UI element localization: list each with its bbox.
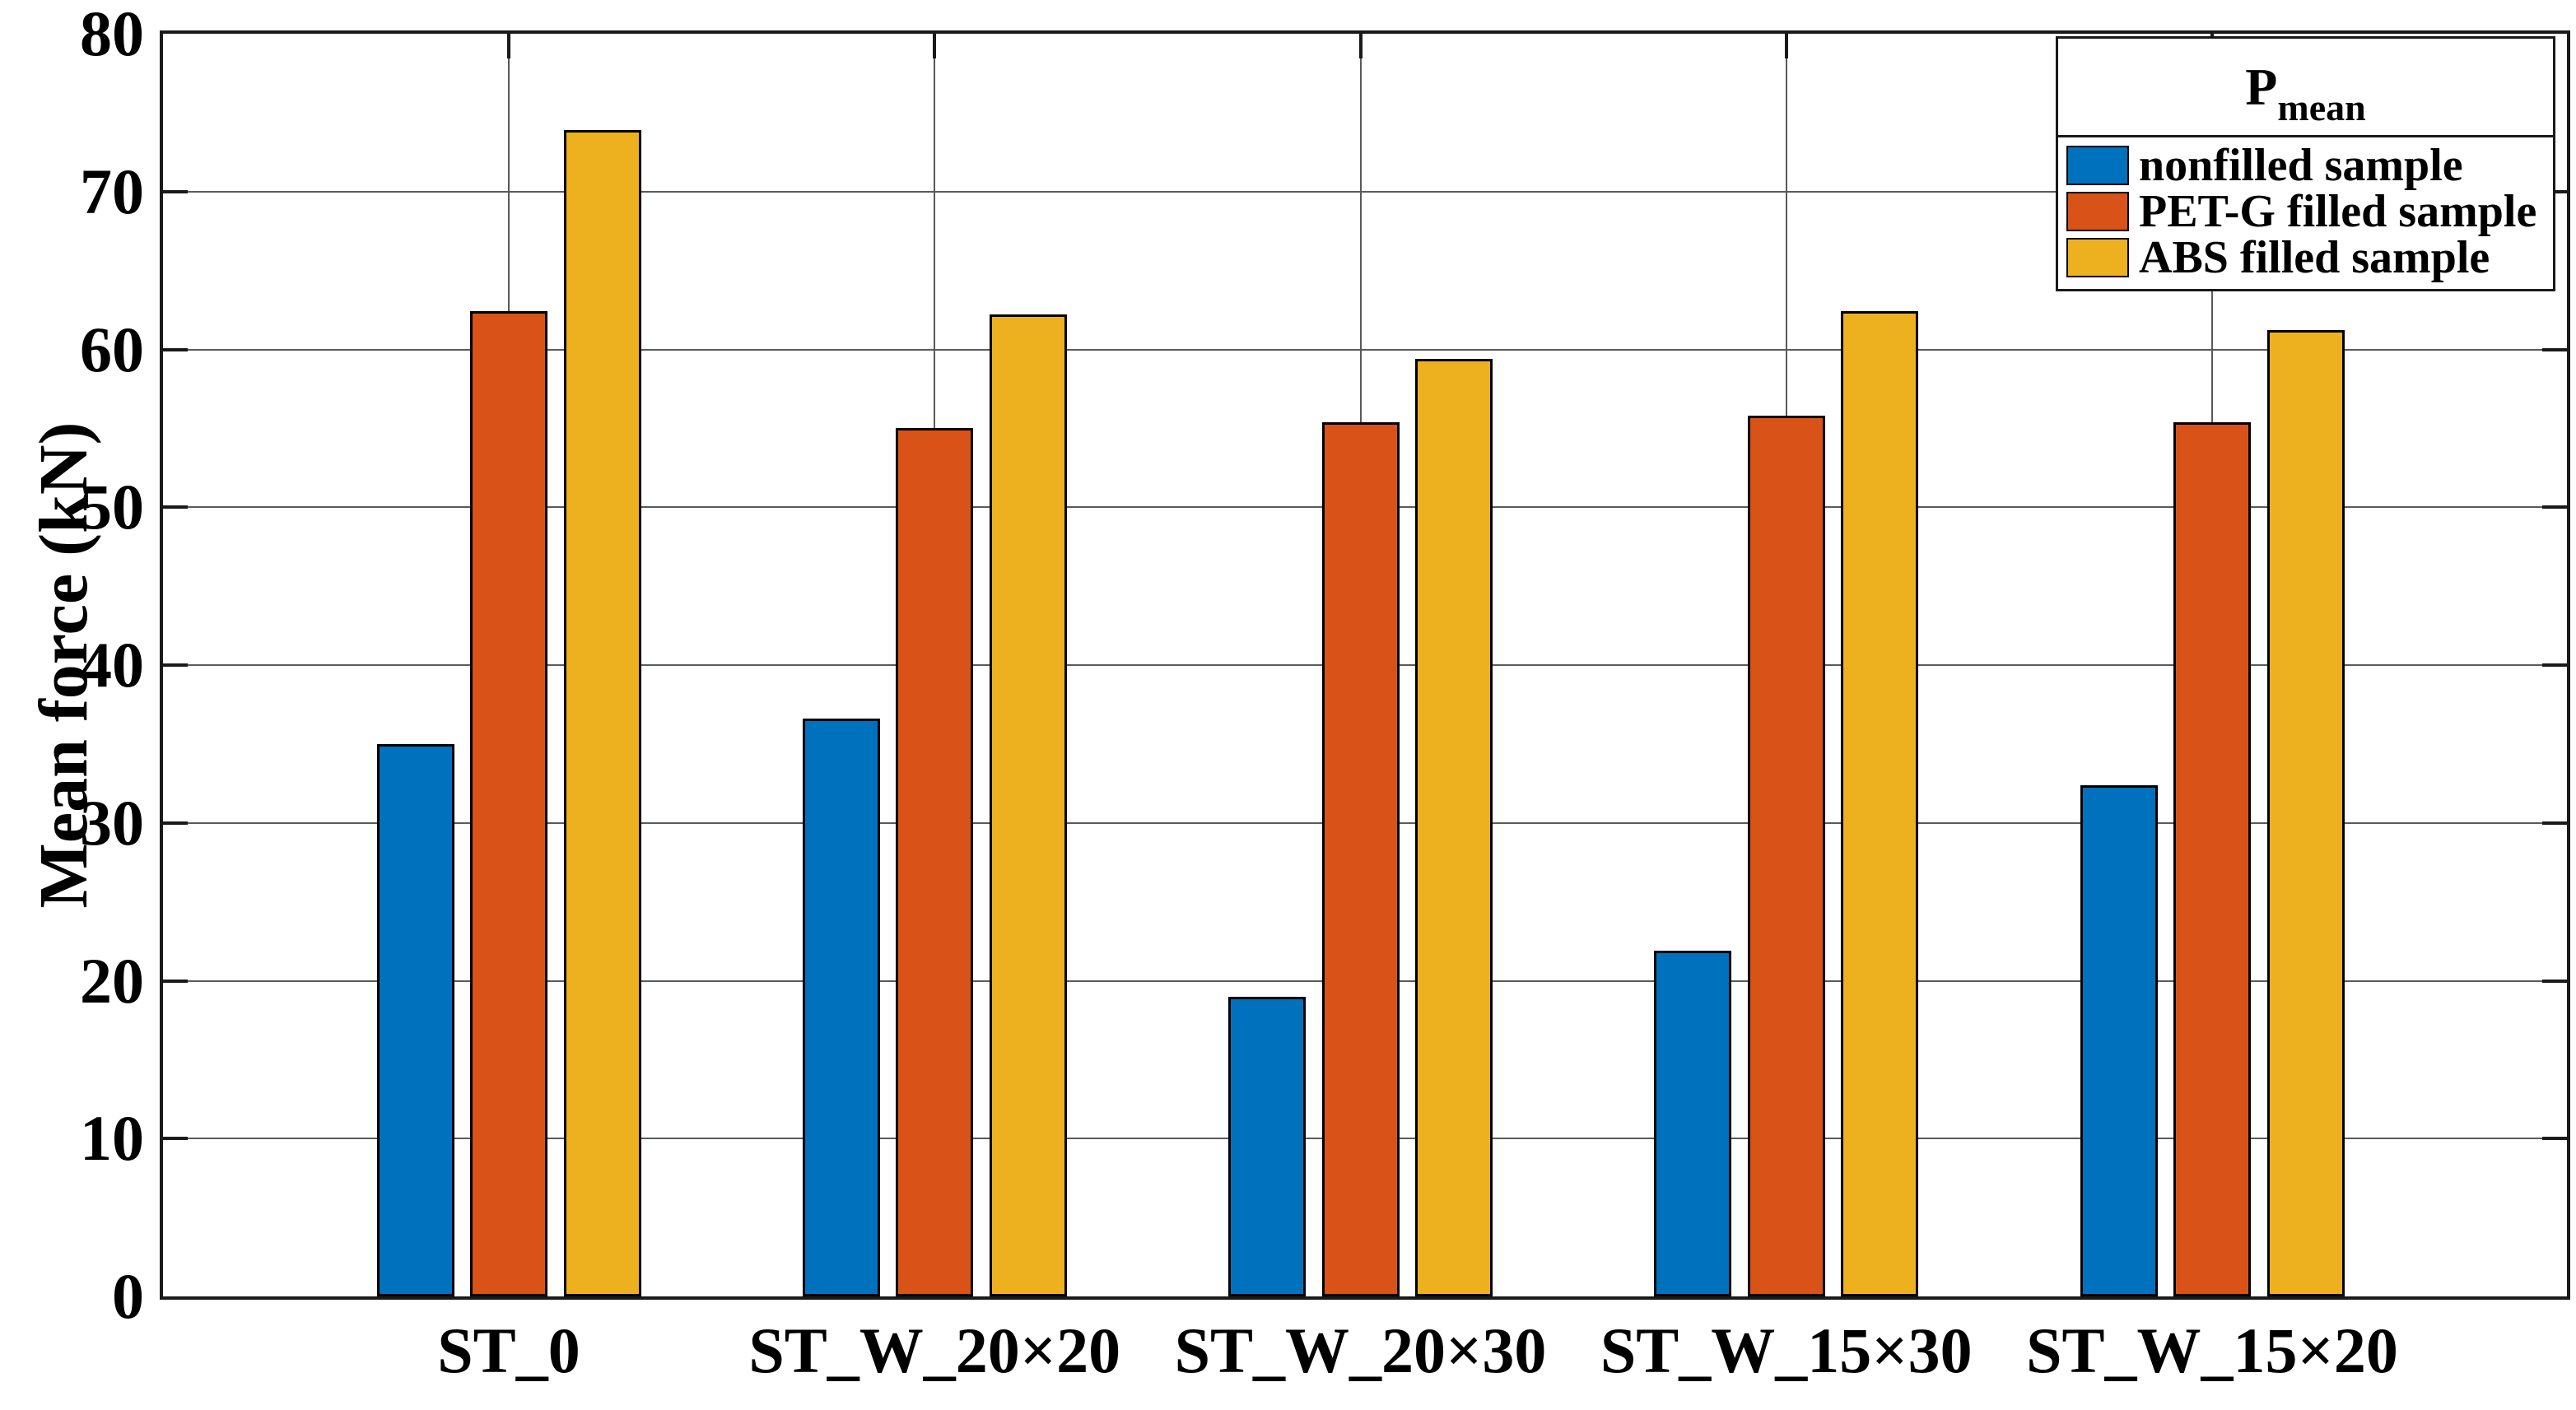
y-tick-mark-right bbox=[2542, 979, 2567, 983]
y-tick-mark-right bbox=[2542, 1137, 2567, 1141]
y-tick-label-50: 50 bbox=[80, 471, 144, 543]
bar-nonfilled-sample-ST_W_20×30 bbox=[1228, 997, 1306, 1296]
y-tick-label-0: 0 bbox=[112, 1260, 144, 1332]
legend-item: PET-G filled sample bbox=[2066, 188, 2553, 235]
y-tick-label-30: 30 bbox=[80, 786, 144, 859]
bar-PET-G-filled-sample-ST_W_20×30 bbox=[1321, 422, 1400, 1296]
x-tick-label-5: ST_W_15×20 bbox=[2026, 1315, 2398, 1386]
legend-items: nonfilled sample PET-G filled sample ABS… bbox=[2058, 137, 2553, 289]
bar-nonfilled-sample-ST_W_15×20 bbox=[2080, 785, 2158, 1296]
legend-title-main: P bbox=[2245, 57, 2278, 116]
x-tick-label-1: ST_0 bbox=[437, 1315, 580, 1386]
gridline-horizontal-60 bbox=[163, 348, 2567, 351]
bar-nonfilled-sample-ST_W_15×30 bbox=[1654, 951, 1732, 1296]
y-tick-mark-left bbox=[163, 821, 188, 825]
bar-PET-G-filled-sample-ST_W_15×20 bbox=[2173, 422, 2251, 1296]
x-tick-mark-top bbox=[507, 34, 510, 58]
y-tick-mark-right bbox=[2542, 505, 2567, 510]
gridline-horizontal-70 bbox=[163, 190, 2567, 193]
bar-ABS-filled-sample-ST_W_20×30 bbox=[1415, 359, 1493, 1296]
legend-swatch-petg bbox=[2066, 192, 2129, 231]
bar-ABS-filled-sample-ST_W_15×30 bbox=[1841, 311, 1919, 1296]
y-tick-mark-right bbox=[2542, 663, 2567, 667]
legend-item: ABS filled sample bbox=[2066, 235, 2553, 281]
x-tick-label-2: ST_W_20×20 bbox=[748, 1315, 1121, 1386]
legend-swatch-abs bbox=[2066, 238, 2129, 277]
legend-title-subscript: mean bbox=[2277, 86, 2366, 129]
legend-label: nonfilled sample bbox=[2139, 140, 2463, 191]
y-tick-mark-left bbox=[163, 1137, 188, 1141]
bar-PET-G-filled-sample-ST_W_15×30 bbox=[1747, 416, 1825, 1296]
y-tick-mark-right bbox=[2542, 821, 2567, 825]
x-tick-label-3: ST_W_20×30 bbox=[1174, 1315, 1547, 1386]
legend-item: nonfilled sample bbox=[2066, 142, 2553, 188]
y-tick-label-80: 80 bbox=[80, 0, 144, 69]
y-tick-label-10: 10 bbox=[80, 1102, 144, 1175]
y-tick-mark-left bbox=[163, 505, 188, 510]
legend-label: PET-G filled sample bbox=[2139, 186, 2537, 237]
y-tick-label-20: 20 bbox=[80, 944, 144, 1017]
bar-PET-G-filled-sample-ST_0 bbox=[470, 311, 547, 1296]
legend-label: ABS filled sample bbox=[2139, 232, 2490, 283]
y-tick-mark-left bbox=[163, 189, 188, 193]
bar-PET-G-filled-sample-ST_W_20×20 bbox=[896, 428, 974, 1296]
y-tick-mark-left bbox=[163, 979, 188, 983]
x-tick-mark-top bbox=[1358, 34, 1363, 58]
x-tick-mark-top bbox=[1784, 34, 1788, 58]
x-tick-label-4: ST_W_15×30 bbox=[1600, 1315, 1973, 1386]
x-tick-mark-top bbox=[933, 34, 937, 58]
bar-ABS-filled-sample-ST_0 bbox=[563, 130, 641, 1296]
bar-nonfilled-sample-ST_W_20×20 bbox=[802, 719, 880, 1296]
y-tick-mark-right bbox=[2542, 347, 2567, 351]
y-tick-mark-left bbox=[163, 347, 188, 351]
y-tick-label-40: 40 bbox=[80, 629, 144, 700]
bar-ABS-filled-sample-ST_W_15×20 bbox=[2266, 330, 2345, 1296]
y-tick-mark-left bbox=[163, 663, 188, 667]
bar-nonfilled-sample-ST_0 bbox=[376, 744, 454, 1296]
legend-swatch-nonfilled bbox=[2066, 146, 2129, 185]
y-tick-label-60: 60 bbox=[80, 313, 144, 385]
y-tick-label-70: 70 bbox=[80, 155, 144, 227]
bar-ABS-filled-sample-ST_W_20×20 bbox=[989, 314, 1067, 1296]
